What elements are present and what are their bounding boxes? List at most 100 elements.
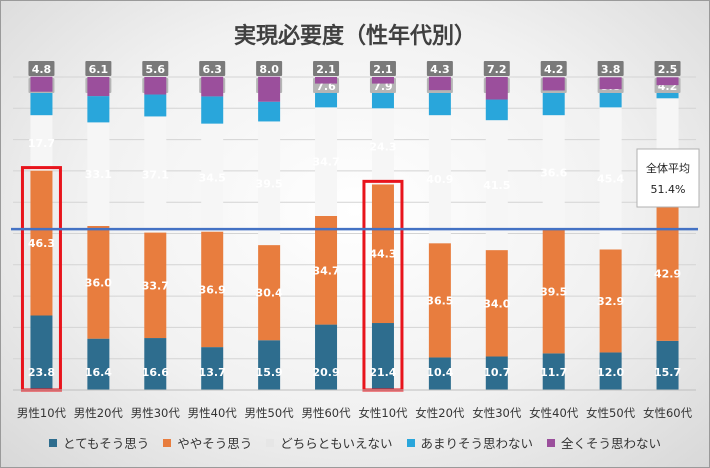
legend-label: 全くそう思わない — [561, 436, 662, 451]
data-label: 34.0 — [483, 297, 510, 310]
legend-label: ややそう思う — [177, 436, 253, 451]
data-label: 39.5 — [256, 177, 283, 190]
bar-segment — [258, 76, 281, 102]
data-label-box — [28, 61, 55, 76]
bar-segment — [315, 215, 338, 325]
data-label-box — [142, 61, 169, 76]
data-label: 16.4 — [85, 366, 112, 379]
bar-segment — [144, 94, 167, 117]
bar-segment — [144, 116, 167, 233]
data-label: 4.2 — [544, 63, 564, 76]
data-label: 6.3 — [202, 63, 222, 76]
bar-segment — [428, 76, 451, 91]
x-tick-label: 女性10代 — [358, 406, 408, 420]
bar-segment — [258, 340, 281, 390]
data-label: 44.3 — [369, 248, 396, 261]
bar-segment — [599, 107, 622, 250]
bar-segment — [87, 96, 110, 123]
data-label-box — [654, 61, 681, 76]
average-callout — [636, 148, 700, 208]
bar-segment — [315, 77, 338, 84]
bar-segment — [656, 340, 679, 390]
data-label-box — [597, 61, 624, 76]
bar-segment — [542, 353, 565, 390]
x-tick-label: 男性60代 — [301, 406, 351, 420]
data-label: 12.0 — [597, 366, 624, 379]
bar-segment — [258, 101, 281, 122]
bar-segment — [371, 108, 394, 185]
bar-segment — [258, 121, 281, 246]
data-label: 2.1 — [373, 63, 393, 76]
data-label-box — [426, 61, 453, 76]
data-label: 15.9 — [256, 366, 283, 379]
data-label: 39.5 — [540, 286, 567, 299]
legend-swatch — [547, 438, 556, 447]
data-label: 20.9 — [312, 366, 339, 379]
x-tick-label: 男性50代 — [245, 406, 295, 420]
bar-segment — [30, 315, 53, 390]
legend-item: 全くそう思わない — [547, 433, 661, 452]
x-tick-label: 女性50代 — [586, 406, 636, 420]
x-tick-label: 男性30代 — [131, 406, 181, 420]
data-label-box — [483, 61, 510, 76]
bar-segment — [201, 347, 224, 390]
data-label: 4.3 — [430, 63, 450, 76]
x-tick-label: 男性20代 — [74, 406, 124, 420]
average-label: 全体平均 — [646, 161, 690, 175]
data-label: 36.9 — [199, 283, 226, 296]
bar-segment — [315, 324, 338, 390]
data-label: 15.7 — [654, 366, 681, 379]
data-label: 36.5 — [426, 294, 453, 307]
bar-segment — [542, 229, 565, 354]
bar-segment — [201, 231, 224, 348]
bar-segment — [315, 107, 338, 216]
bars: 23.846.317.77.54.816.436.033.18.46.116.6… — [20, 61, 681, 392]
data-label: 34.7 — [312, 156, 339, 169]
bar-segment — [30, 170, 53, 316]
x-axis: 男性10代 男性20代 男性30代 男性40代 男性50代 男性60代 女性10代 女性20代… — [13, 389, 696, 420]
bar-segment — [656, 206, 679, 341]
bar-segment — [428, 115, 451, 244]
bar-segment — [87, 122, 110, 226]
data-label: 23.8 — [28, 366, 55, 379]
data-label: 32.9 — [597, 295, 624, 308]
chart-title: 実現必要度（性年代別） — [234, 23, 476, 49]
data-label: 16.6 — [142, 366, 169, 379]
data-label: 21.4 — [369, 366, 396, 379]
bar-segment — [428, 90, 451, 116]
x-tick-label: 男性40代 — [188, 406, 238, 420]
bar-segment — [371, 184, 394, 324]
data-label-box — [313, 61, 340, 76]
legend-swatch — [163, 438, 172, 447]
data-label: 24.3 — [369, 140, 396, 153]
data-label: 33.1 — [85, 168, 112, 181]
data-label: 37.1 — [142, 168, 169, 181]
x-tick-label: 女性60代 — [643, 406, 693, 420]
data-label: 2.5 — [658, 63, 678, 76]
bar-segment — [542, 90, 565, 116]
bar-segment — [485, 120, 508, 251]
data-label: 34.5 — [199, 172, 226, 185]
data-label: 36.6 — [540, 166, 567, 179]
bar-segment — [258, 245, 281, 341]
bar-segment — [656, 77, 679, 86]
bar-segment — [30, 91, 53, 116]
bar-segment — [87, 77, 110, 97]
data-label: 41.5 — [483, 179, 510, 192]
data-label: 45.4 — [597, 172, 624, 185]
x-tick-label: 女性40代 — [529, 406, 579, 420]
bar-segment — [599, 249, 622, 353]
bar-segment — [201, 76, 224, 97]
data-label-box — [85, 61, 112, 76]
bar-segment — [201, 123, 224, 232]
data-label: 3.8 — [601, 63, 621, 76]
bar-segment — [30, 115, 53, 171]
data-label-box — [256, 61, 283, 76]
data-label: 17.7 — [28, 137, 55, 150]
legend-item: どちらともいえない — [266, 433, 393, 452]
bar-segment — [30, 76, 53, 92]
data-label: 42.9 — [654, 268, 681, 281]
average-value: 51.4% — [651, 183, 686, 196]
bar-segment — [371, 77, 394, 84]
